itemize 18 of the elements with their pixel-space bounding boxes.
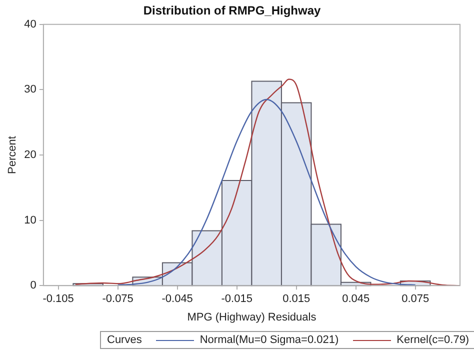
- legend-label: Kernel(c=0.79): [396, 334, 470, 346]
- x-axis-title: MPG (Highway) Residuals: [187, 311, 317, 324]
- y-tick-label: 30: [24, 84, 36, 96]
- x-tick-label: 0.015: [282, 293, 310, 306]
- x-tick-label: 0.045: [342, 293, 370, 306]
- x-tick-label: -0.105: [42, 293, 74, 306]
- chart-title: Distribution of RMPG_Highway: [143, 4, 321, 18]
- y-tick-label: 0: [30, 280, 36, 292]
- x-tick-label: 0.075: [402, 293, 430, 306]
- y-axis-title: Percent: [6, 136, 19, 174]
- legend-title: Curves: [107, 334, 142, 346]
- y-tick-label: 20: [24, 149, 36, 162]
- y-tick-label: 40: [24, 18, 36, 30]
- legend-label: Normal(Mu=0 Sigma=0.021): [200, 334, 339, 346]
- x-tick-label: -0.075: [102, 293, 134, 306]
- x-tick-label: -0.045: [162, 293, 193, 306]
- x-tick-label: -0.015: [221, 293, 252, 306]
- y-tick-label: 10: [24, 214, 36, 226]
